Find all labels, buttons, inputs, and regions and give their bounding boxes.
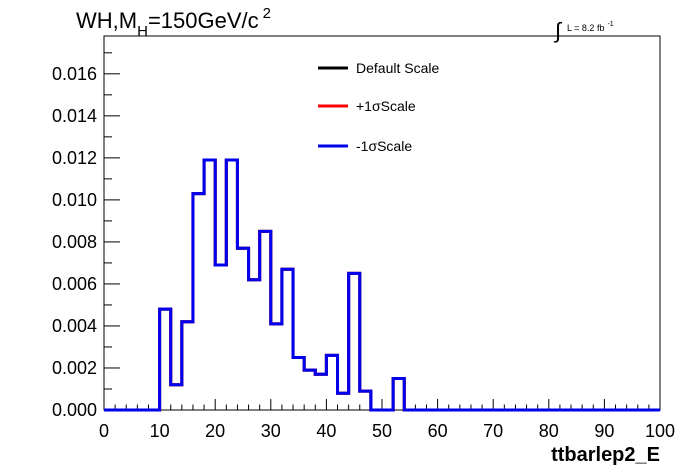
y-tick-label: 0.004 xyxy=(52,316,97,336)
x-tick-label: 40 xyxy=(316,421,336,441)
x-tick-label: 100 xyxy=(645,421,675,441)
series-line-2 xyxy=(104,158,660,412)
legend-label-default-scale: Default Scale xyxy=(356,60,439,76)
x-tick-label: 10 xyxy=(150,421,170,441)
legend-label-minus1sigma-scale: -1σScale xyxy=(356,138,412,154)
x-tick-label: 30 xyxy=(261,421,281,441)
chart-title: WH,MH=150GeV/c 2 xyxy=(76,5,271,40)
x-tick-label: 70 xyxy=(483,421,503,441)
legend-label-plus1sigma-scale: +1σScale xyxy=(356,98,416,114)
y-tick-label: 0.014 xyxy=(52,106,97,126)
y-tick-label: 0.016 xyxy=(52,64,97,84)
x-tick-label: 80 xyxy=(539,421,559,441)
x-tick-label: 50 xyxy=(372,421,392,441)
series-line-1 xyxy=(104,158,660,412)
lumi-superscript: -1 xyxy=(607,21,613,28)
x-axis-title: ttbarlep2_E xyxy=(551,444,660,466)
y-tick-label: 0.000 xyxy=(52,400,97,420)
legend: Default Scale +1σScale -1σScale xyxy=(318,60,439,154)
lumi-integral-symbol: ∫ xyxy=(553,18,563,43)
y-axis: 0.000 0.002 0.004 0.006 0.008 0.010 0.012 0.014… xyxy=(52,52,120,420)
y-tick-label: 0.010 xyxy=(52,190,97,210)
y-tick-label: 0.002 xyxy=(52,358,97,378)
x-tick-label: 60 xyxy=(428,421,448,441)
lumi-text: L = 8.2 fb xyxy=(567,23,604,33)
title-superscript: 2 xyxy=(263,5,271,22)
y-tick-label: 0.006 xyxy=(52,274,97,294)
title-rest: =150GeV/c xyxy=(148,8,259,33)
series-line-0 xyxy=(104,158,660,412)
y-tick-label: 0.008 xyxy=(52,232,97,252)
title-main: WH,M xyxy=(76,8,137,33)
x-tick-label: 90 xyxy=(594,421,614,441)
plot-frame xyxy=(103,35,661,411)
lumi-label: L = 8.2 fb -1 xyxy=(567,21,614,33)
x-axis: 0 10 20 30 40 50 60 70 80 90 100 xyxy=(99,399,675,441)
series-layer xyxy=(104,158,660,412)
x-tick-label: 0 xyxy=(99,421,109,441)
y-tick-label: 0.012 xyxy=(52,148,97,168)
title-subscript: H xyxy=(137,23,148,40)
x-tick-label: 20 xyxy=(205,421,225,441)
